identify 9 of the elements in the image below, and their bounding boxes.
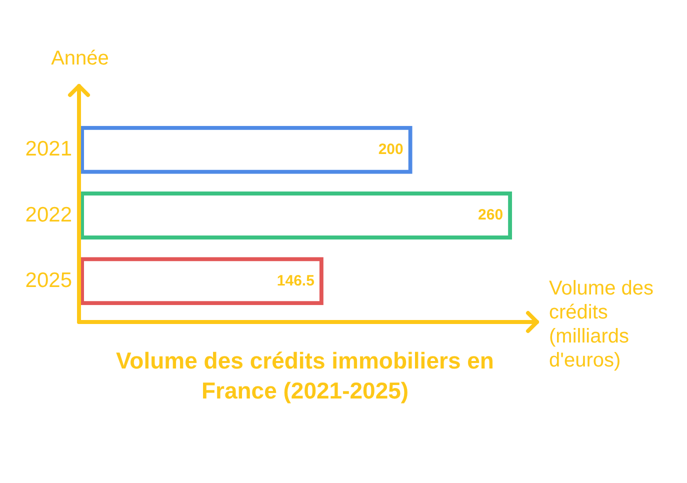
text: Volume des crédits immobiliers en France (2021-2025): [116, 347, 494, 404]
y-tick-label: 2022: [25, 203, 72, 226]
y-axis-title: Année: [51, 48, 109, 70]
data-label: 146.5: [276, 272, 314, 290]
y-tick-label: 2021: [25, 138, 72, 161]
x-axis-title: Volume des crédits (milliards d'euros): [549, 278, 654, 372]
data-label: 200: [378, 140, 404, 158]
data-label: 260: [478, 206, 504, 224]
y-tick-label: 2025: [25, 268, 72, 292]
